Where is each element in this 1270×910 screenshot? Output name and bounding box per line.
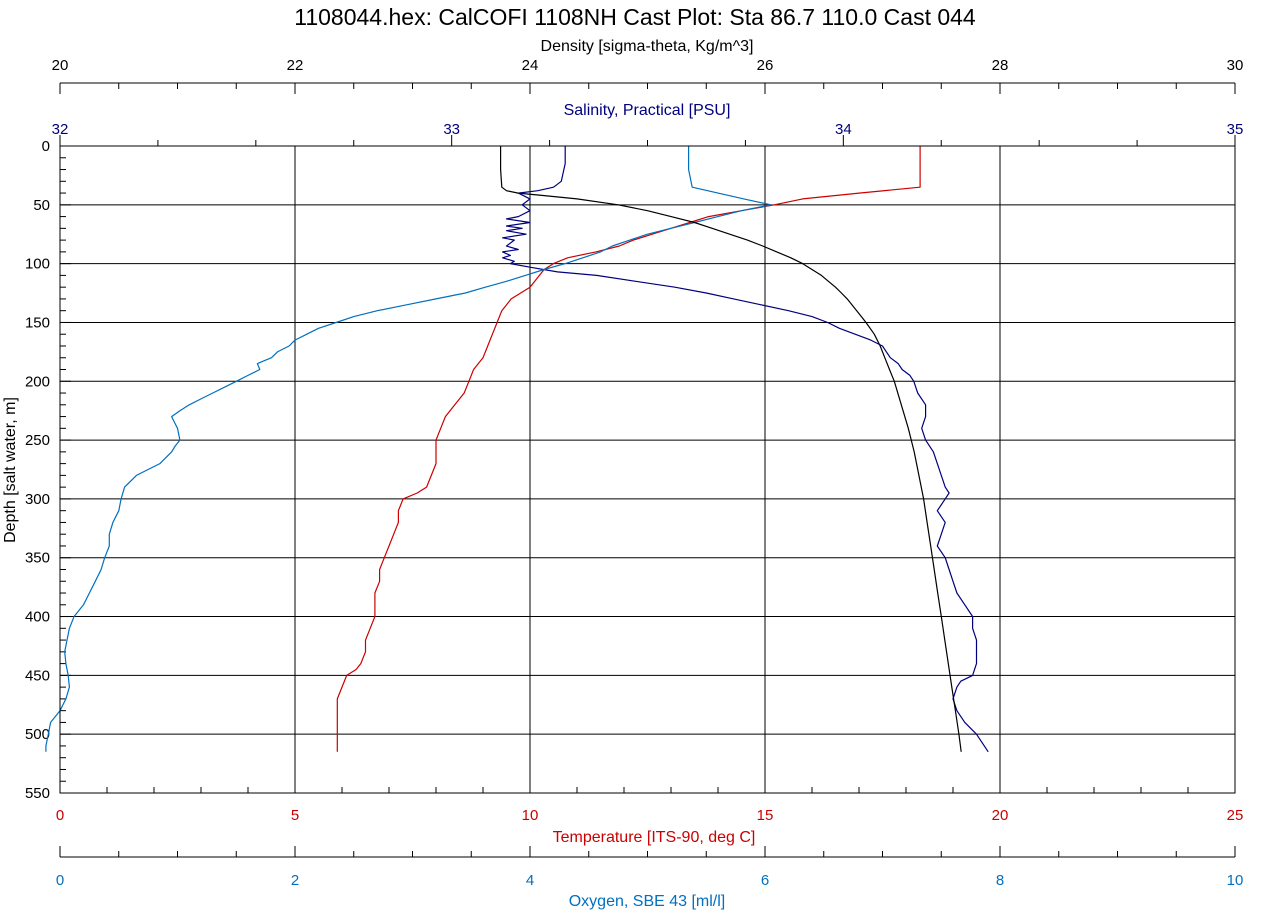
- temperature-tick-label: 5: [291, 807, 299, 824]
- temperature-tick-label: 25: [1227, 807, 1244, 824]
- oxygen-tick-label: 8: [996, 872, 1004, 889]
- depth-tick-label: 50: [33, 197, 50, 214]
- oxygen-tick-label: 4: [526, 872, 534, 889]
- density-profile-line: [500, 146, 962, 752]
- depth-tick-label: 500: [25, 726, 50, 743]
- salinity-tick-label: 35: [1227, 121, 1244, 138]
- oxygen-tick-label: 10: [1227, 872, 1244, 889]
- salinity-axis-label: Salinity, Practical [PSU]: [564, 102, 731, 119]
- oxygen-axis-label: Oxygen, SBE 43 [ml/l]: [569, 893, 726, 910]
- depth-tick-label: 350: [25, 550, 50, 567]
- density-tick-label: 30: [1227, 57, 1244, 74]
- chart-title: 1108044.hex: CalCOFI 1108NH Cast Plot: S…: [294, 4, 976, 30]
- depth-tick-label: 150: [25, 314, 50, 331]
- density-tick-label: 24: [522, 57, 539, 74]
- temperature-tick-label: 20: [992, 807, 1009, 824]
- oxygen-tick-label: 0: [56, 872, 64, 889]
- depth-tick-label: 200: [25, 373, 50, 390]
- temperature-profile-line: [336, 146, 921, 752]
- salinity-tick-label: 33: [443, 121, 460, 138]
- salinity-tick-label: 34: [835, 121, 852, 138]
- depth-axis-label: Depth [salt water, m]: [2, 397, 19, 543]
- oxygen-tick-label: 6: [761, 872, 769, 889]
- depth-tick-label: 250: [25, 432, 50, 449]
- depth-tick-label: 450: [25, 667, 50, 684]
- grid: [60, 146, 1235, 793]
- plot-frame: [59, 145, 1236, 794]
- depth-tick-label: 0: [42, 138, 50, 155]
- salinity-profile-line: [502, 146, 989, 753]
- depth-tick-label: 550: [25, 785, 50, 802]
- depth-tick-label: 400: [25, 609, 50, 626]
- series-layer: [45, 146, 989, 753]
- oxygen-profile-line: [45, 146, 772, 752]
- density-tick-label: 28: [992, 57, 1009, 74]
- density-tick-label: 20: [52, 57, 69, 74]
- temperature-tick-label: 10: [522, 807, 539, 824]
- temperature-axis-label: Temperature [ITS-90, deg C]: [553, 829, 756, 846]
- temperature-tick-label: 15: [757, 807, 774, 824]
- density-tick-label: 26: [757, 57, 774, 74]
- temperature-tick-label: 0: [56, 807, 64, 824]
- salinity-tick-label: 32: [52, 121, 69, 138]
- oxygen-tick-label: 2: [291, 872, 299, 889]
- depth-tick-label: 300: [25, 491, 50, 508]
- density-axis-label: Density [sigma-theta, Kg/m^3]: [541, 38, 754, 55]
- depth-tick-label: 100: [25, 256, 50, 273]
- density-tick-label: 22: [287, 57, 304, 74]
